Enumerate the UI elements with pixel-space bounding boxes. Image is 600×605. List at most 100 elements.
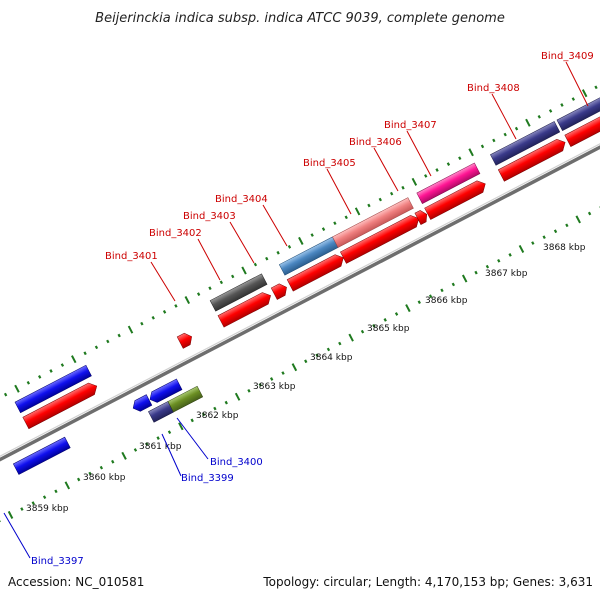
kbp-label: 3866 kbp: [425, 296, 468, 306]
gene-feature[interactable]: [332, 197, 414, 248]
forward-label-leaders: [150, 61, 589, 302]
scale-tick: [106, 339, 110, 344]
scale-tick: [360, 329, 365, 334]
scale-tick: [224, 400, 228, 405]
scale-tick: [49, 369, 53, 373]
scale-tick: [435, 168, 439, 172]
cds-feature[interactable]: [217, 290, 274, 328]
cds-feature[interactable]: [270, 281, 289, 300]
scale-tick: [405, 304, 411, 313]
scale-tick: [99, 465, 104, 470]
gene-label[interactable]: Bind_3408: [467, 83, 520, 94]
scale-tick: [514, 126, 519, 131]
map-title: Beijerinckia indica subsp. indica ATCC 9…: [95, 11, 505, 26]
scale-tick: [94, 345, 99, 350]
scale-tick: [525, 118, 531, 127]
gene-label[interactable]: Bind_3401: [105, 251, 158, 262]
scale-tick: [291, 363, 298, 372]
gene-feature[interactable]: [14, 364, 92, 414]
genome-summary-text: Topology: circular; Length: 4,170,153 bp…: [262, 575, 593, 589]
scale-tick: [208, 286, 212, 291]
gene-feature[interactable]: [167, 385, 204, 413]
scale-tick: [417, 300, 421, 305]
accession-text: Accession: NC_010581: [8, 575, 144, 589]
scale-tick: [518, 244, 525, 253]
scale-tick: [537, 114, 541, 119]
cds-feature[interactable]: [286, 252, 346, 292]
reverse-gene-labels: Bind_3397 Bind_3399 Bind_3400: [31, 457, 263, 567]
scale-tick: [411, 177, 418, 186]
kbp-label: 3861 kbp: [139, 442, 182, 452]
scale-tick: [60, 363, 65, 367]
scale-tick: [196, 292, 201, 296]
scale-tick: [287, 245, 292, 249]
scale-tick: [26, 380, 31, 385]
scale-tick: [492, 138, 496, 143]
scale-tick: [461, 274, 468, 283]
scale-tick: [234, 392, 241, 401]
scale-tick: [321, 227, 326, 231]
scale-tick: [265, 256, 269, 261]
kbp-label: 3860 kbp: [83, 473, 126, 483]
scale-tick: [333, 221, 337, 226]
cds-feature[interactable]: [414, 209, 430, 226]
scale-tick: [145, 442, 149, 446]
cds-feature[interactable]: [340, 213, 421, 264]
scale-tick: [344, 215, 348, 220]
gene-label[interactable]: Bind_3403: [183, 211, 236, 222]
gene-label[interactable]: Bind_3397: [31, 556, 84, 567]
scale-tick: [394, 312, 399, 316]
gene-label[interactable]: Bind_3399: [181, 473, 234, 484]
cds-feature[interactable]: [22, 380, 100, 430]
scale-tick: [587, 211, 592, 216]
scale-tick: [424, 174, 428, 178]
gene-label[interactable]: Bind_3400: [210, 457, 263, 468]
gene-feature[interactable]: [209, 273, 268, 312]
cds-feature[interactable]: [497, 136, 568, 182]
scale-tick: [7, 510, 14, 519]
scale-tick: [326, 347, 331, 352]
kbp-label: 3865 kbp: [367, 324, 410, 334]
reverse-label-leaders: [3, 417, 209, 559]
scale-tick: [88, 471, 92, 476]
scale-tick: [156, 436, 160, 440]
scale-tick: [553, 229, 558, 234]
cds-feature[interactable]: [424, 178, 489, 220]
cds-feature[interactable]: [176, 331, 195, 349]
scale-tick: [253, 262, 258, 267]
scale-tick: [71, 355, 77, 364]
scale-tick: [531, 241, 535, 245]
kbp-label: 3863 kbp: [253, 382, 296, 392]
gene-label[interactable]: Bind_3407: [384, 120, 437, 131]
gene-label[interactable]: Bind_3405: [303, 158, 356, 169]
tick-track-reverse: [0, 205, 600, 523]
gene-label[interactable]: Bind_3409: [541, 51, 594, 62]
scale-tick: [213, 406, 217, 411]
tick-track-forward: [3, 85, 598, 397]
gene-label[interactable]: Bind_3404: [215, 194, 268, 205]
gene-feature[interactable]: [12, 436, 71, 475]
scale-tick: [571, 97, 575, 101]
cds-feature[interactable]: [147, 378, 183, 405]
scale-tick: [54, 489, 58, 494]
scale-tick: [503, 132, 507, 137]
cds-feature[interactable]: [130, 394, 153, 414]
gene-feature[interactable]: [556, 75, 600, 132]
gene-label[interactable]: Bind_3406: [349, 137, 402, 148]
scale-tick: [401, 185, 405, 190]
scale-tick: [581, 89, 588, 98]
scale-tick: [304, 359, 308, 364]
scale-tick: [38, 375, 42, 379]
scale-tick: [174, 304, 178, 308]
gene-feature[interactable]: [416, 162, 481, 204]
forward-gene-labels: Bind_3401 Bind_3402 Bind_3403 Bind_3404 …: [105, 51, 594, 262]
map-track-group: [0, 75, 600, 523]
gene-feature[interactable]: [490, 121, 561, 166]
cds-feature[interactable]: [564, 91, 600, 147]
gene-label[interactable]: Bind_3402: [149, 228, 202, 239]
scale-tick: [64, 481, 71, 490]
scale-tick: [276, 250, 280, 255]
genome-backbone: [0, 107, 600, 499]
